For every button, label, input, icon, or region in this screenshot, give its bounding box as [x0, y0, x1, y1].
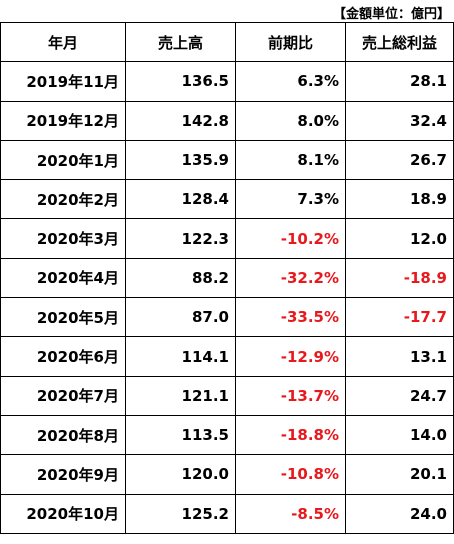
month-cell: 2020年9月 [0, 454, 126, 495]
month-cell: 2019年11月 [0, 61, 126, 102]
header-change: 前期比 [235, 21, 346, 63]
unit-note: 【金額単位：億円】 [332, 7, 450, 22]
header-row: 年月 売上高 前期比 売上総利益 [0, 21, 454, 63]
change-cell: -12.9% [235, 336, 346, 377]
sales-cell: 136.5 [125, 61, 236, 102]
change-cell: 7.3% [235, 179, 346, 220]
sales-cell: 88.2 [125, 257, 236, 299]
sales-table: 年月 売上高 前期比 売上総利益 2019年11月 136.5 6.3% 28.1 20… [0, 21, 454, 534]
change-cell: -13.7% [235, 375, 346, 416]
month-cell: 2020年3月 [0, 218, 126, 259]
gross-profit-cell: 12.0 [345, 218, 454, 259]
month-cell: 2020年7月 [0, 375, 126, 416]
month-cell: 2020年1月 [0, 139, 126, 181]
gross-profit-cell: -18.9 [345, 257, 454, 299]
change-cell: 8.1% [235, 139, 346, 181]
gross-profit-cell: 26.7 [345, 139, 454, 181]
sales-cell: 128.4 [125, 179, 236, 220]
sales-cell: 142.8 [125, 100, 236, 141]
sales-cell: 122.3 [125, 218, 236, 259]
header-sales: 売上高 [125, 21, 236, 63]
gross-profit-cell: 18.9 [345, 179, 454, 220]
gross-profit-cell: 28.1 [345, 61, 454, 102]
month-cell: 2020年10月 [0, 493, 126, 534]
sales-cell: 121.1 [125, 375, 236, 416]
table-row: 2020年6月 114.1 -12.9% 13.1 [0, 336, 454, 377]
gross-profit-cell: 32.4 [345, 100, 454, 141]
table-row: 2020年5月 87.0 -33.5% -17.7 [0, 297, 454, 338]
sales-cell: 135.9 [125, 139, 236, 181]
sales-cell: 114.1 [125, 336, 236, 377]
change-cell: -33.5% [235, 297, 346, 338]
table-row: 2019年11月 136.5 6.3% 28.1 [0, 61, 454, 102]
gross-profit-cell: 14.0 [345, 414, 454, 456]
sales-cell: 120.0 [125, 454, 236, 495]
month-cell: 2020年6月 [0, 336, 126, 377]
gross-profit-cell: 13.1 [345, 336, 454, 377]
table-row: 2020年1月 135.9 8.1% 26.7 [0, 139, 454, 181]
month-cell: 2020年5月 [0, 297, 126, 338]
table-row: 2019年12月 142.8 8.0% 32.4 [0, 100, 454, 141]
change-cell: 6.3% [235, 61, 346, 102]
month-cell: 2019年12月 [0, 100, 126, 141]
table-row: 2020年4月 88.2 -32.2% -18.9 [0, 257, 454, 299]
gross-profit-cell: -17.7 [345, 297, 454, 338]
change-cell: -10.8% [235, 454, 346, 495]
header-month: 年月 [0, 21, 126, 63]
table-row: 2020年3月 122.3 -10.2% 12.0 [0, 218, 454, 259]
header-gross-profit: 売上総利益 [345, 21, 454, 63]
change-cell: -10.2% [235, 218, 346, 259]
table-row: 2020年7月 121.1 -13.7% 24.7 [0, 375, 454, 416]
table-row: 2020年8月 113.5 -18.8% 14.0 [0, 414, 454, 456]
change-cell: 8.0% [235, 100, 346, 141]
gross-profit-cell: 20.1 [345, 454, 454, 495]
month-cell: 2020年4月 [0, 257, 126, 299]
month-cell: 2020年8月 [0, 414, 126, 456]
gross-profit-cell: 24.7 [345, 375, 454, 416]
sales-cell: 125.2 [125, 493, 236, 534]
change-cell: -32.2% [235, 257, 346, 299]
sales-cell: 87.0 [125, 297, 236, 338]
table-row: 2020年2月 128.4 7.3% 18.9 [0, 179, 454, 220]
sales-cell: 113.5 [125, 414, 236, 456]
month-cell: 2020年2月 [0, 179, 126, 220]
gross-profit-cell: 24.0 [345, 493, 454, 534]
table-row: 2020年10月 125.2 -8.5% 24.0 [0, 493, 454, 534]
change-cell: -8.5% [235, 493, 346, 534]
change-cell: -18.8% [235, 414, 346, 456]
table-row: 2020年9月 120.0 -10.8% 20.1 [0, 454, 454, 495]
